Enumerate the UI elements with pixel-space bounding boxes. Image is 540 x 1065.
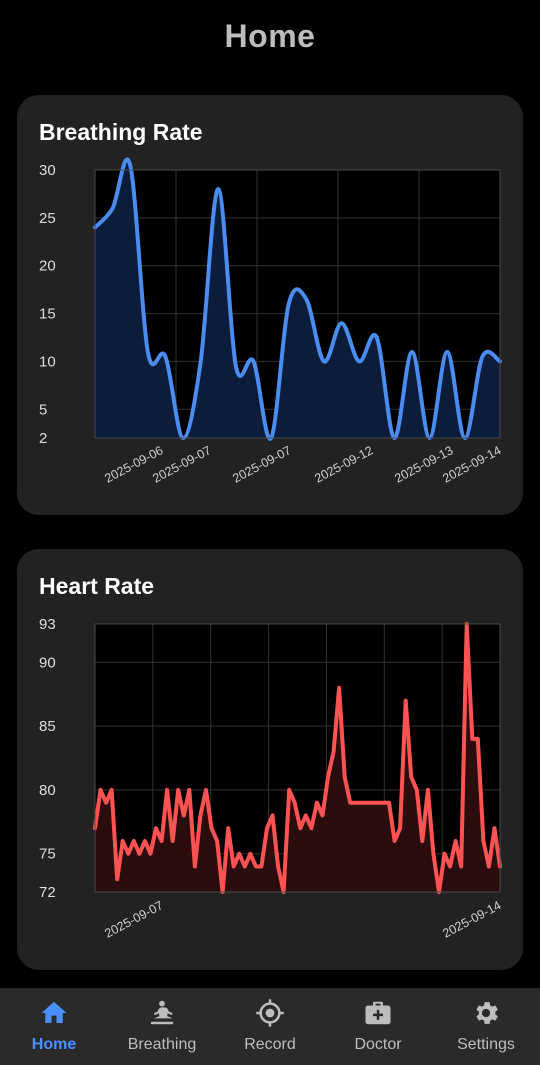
nav-label-breathing: Breathing bbox=[127, 1036, 197, 1053]
x-tick-label: 2025-09-07 bbox=[102, 898, 165, 940]
plot-border bbox=[94, 623, 501, 893]
plot-border bbox=[94, 169, 501, 439]
nav-label-record: Record bbox=[244, 1036, 296, 1053]
heart-rate-card[interactable]: Heart Rate 93 90 85 80 75 72 2025-09-07 2025-09… bbox=[17, 549, 523, 970]
y-tick-label: 2 bbox=[39, 430, 47, 447]
nav-label-home: Home bbox=[31, 1036, 77, 1053]
bottom-navigation: Home Breathing Record Doctor bbox=[0, 988, 540, 1065]
x-tick-label: 2025-09-07 bbox=[230, 443, 293, 485]
meditation-icon bbox=[150, 1000, 174, 1025]
y-tick-label: 5 bbox=[39, 401, 47, 418]
series-line bbox=[93, 622, 502, 894]
y-tick-label: 75 bbox=[39, 846, 56, 863]
nav-item-record[interactable]: Record bbox=[216, 988, 324, 1065]
page-title: Home bbox=[224, 18, 316, 54]
y-tick-label: 15 bbox=[39, 306, 56, 323]
breathing-rate-card[interactable]: Breathing Rate 30 25 20 15 10 5 2 2025-09-06 202… bbox=[17, 95, 523, 515]
gear-icon bbox=[476, 1002, 498, 1024]
y-tick-label: 85 bbox=[39, 718, 56, 735]
series-area bbox=[95, 159, 500, 439]
y-tick-label: 25 bbox=[39, 210, 56, 227]
y-tick-label: 93 bbox=[39, 616, 56, 633]
nav-item-doctor[interactable]: Doctor bbox=[324, 988, 432, 1065]
nav-label-settings: Settings bbox=[457, 1036, 515, 1053]
medical-kit-icon bbox=[365, 1001, 391, 1025]
nav-label-doctor: Doctor bbox=[354, 1036, 402, 1053]
y-tick-label: 72 bbox=[39, 884, 56, 901]
y-tick-label: 20 bbox=[39, 258, 56, 275]
nav-item-home[interactable]: Home bbox=[0, 988, 108, 1065]
y-tick-label: 30 bbox=[39, 162, 56, 179]
breathing-rate-title: Breathing Rate bbox=[39, 119, 203, 145]
x-tick-label: 2025-09-14 bbox=[440, 898, 503, 940]
target-icon bbox=[256, 999, 284, 1027]
y-tick-label: 90 bbox=[39, 654, 56, 671]
heart-rate-chart: 93 90 85 80 75 72 2025-09-07 2025-09-14 bbox=[39, 616, 503, 941]
heart-rate-title: Heart Rate bbox=[39, 573, 155, 599]
home-icon bbox=[41, 1001, 67, 1023]
y-tick-label: 10 bbox=[39, 353, 56, 370]
nav-item-breathing[interactable]: Breathing bbox=[108, 988, 216, 1065]
nav-item-settings[interactable]: Settings bbox=[432, 988, 540, 1065]
x-tick-label: 2025-09-12 bbox=[312, 443, 375, 485]
y-tick-label: 80 bbox=[39, 782, 56, 799]
